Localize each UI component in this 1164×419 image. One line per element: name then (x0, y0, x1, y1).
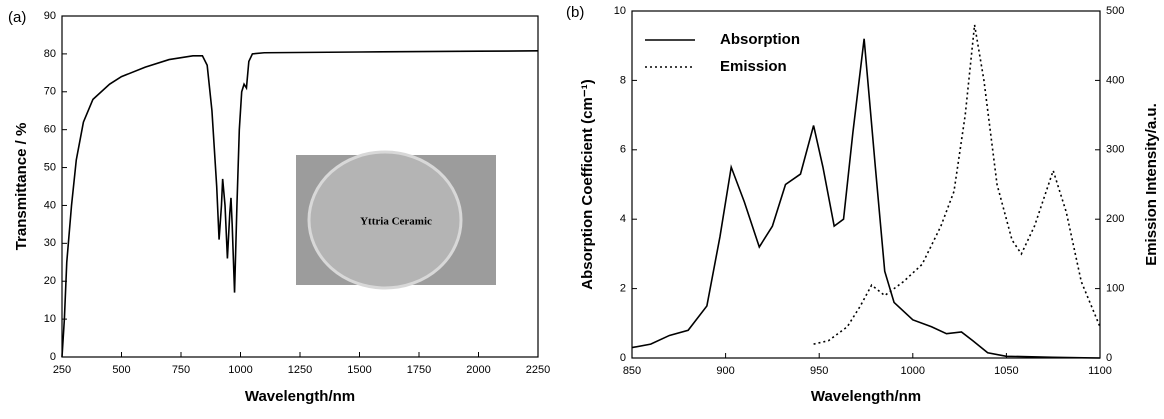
y-tick-label: 40 (44, 199, 56, 211)
y-tick-label: 30 (44, 237, 56, 249)
panel-label: (b) (566, 4, 584, 21)
x-tick-label: 950 (810, 365, 828, 377)
x-tick-label: 1000 (901, 365, 925, 377)
y2-tick-label: 0 (1106, 352, 1112, 364)
x-tick-label: 1250 (288, 364, 312, 376)
y-tick-label: 90 (44, 10, 56, 22)
y-tick-label: 80 (44, 48, 56, 60)
y-tick-label: 60 (44, 124, 56, 136)
x-tick-label: 1100 (1088, 365, 1112, 377)
y-tick-label: 50 (44, 161, 56, 173)
y-tick-label: 20 (44, 275, 56, 287)
x-axis-label: Wavelength/nm (245, 388, 355, 405)
y2-tick-label: 500 (1106, 5, 1124, 17)
data-line (61, 50, 539, 358)
x-axis-label: Wavelength/nm (811, 388, 921, 405)
y-tick-label: 0 (620, 352, 626, 364)
x-tick-label: 1750 (407, 364, 431, 376)
y2-tick-label: 400 (1106, 74, 1124, 86)
y2-tick-label: 100 (1106, 283, 1124, 295)
y2-tick-label: 200 (1106, 213, 1124, 225)
x-tick-label: 500 (112, 364, 130, 376)
x-tick-label: 1050 (994, 365, 1018, 377)
x-tick-label: 2250 (526, 364, 550, 376)
y-tick-label: 4 (620, 213, 626, 225)
x-tick-label: 750 (172, 364, 190, 376)
data-line (631, 38, 1101, 359)
x-tick-label: 250 (53, 364, 71, 376)
x-tick-label: 1000 (228, 364, 252, 376)
y-tick-label: 10 (614, 5, 626, 17)
y-tick-label: 70 (44, 86, 56, 98)
panel-label: (a) (8, 9, 26, 26)
x-tick-label: 1500 (347, 364, 371, 376)
legend-label: Emission (720, 58, 787, 75)
y2-axis-label: Emission Intensity/a.u. (1143, 103, 1160, 266)
plot-frame (631, 10, 1101, 359)
x-tick-label: 2000 (466, 364, 490, 376)
y-axis-label: Absorption Coefficient (cm⁻¹) (579, 79, 596, 289)
y-tick-label: 8 (620, 74, 626, 86)
y-tick-label: 0 (50, 351, 56, 363)
inset-text: Yttria Ceramic (360, 216, 432, 228)
y-axis-label: Transmittance / % (13, 123, 30, 251)
legend-label: Absorption (720, 31, 800, 48)
y-tick-label: 2 (620, 283, 626, 295)
y-tick-label: 6 (620, 144, 626, 156)
y2-tick-label: 300 (1106, 144, 1124, 156)
data-line (813, 24, 1101, 345)
x-tick-label: 900 (716, 365, 734, 377)
inset-disc (307, 150, 463, 290)
y-tick-label: 10 (44, 313, 56, 325)
x-tick-label: 850 (623, 365, 641, 377)
